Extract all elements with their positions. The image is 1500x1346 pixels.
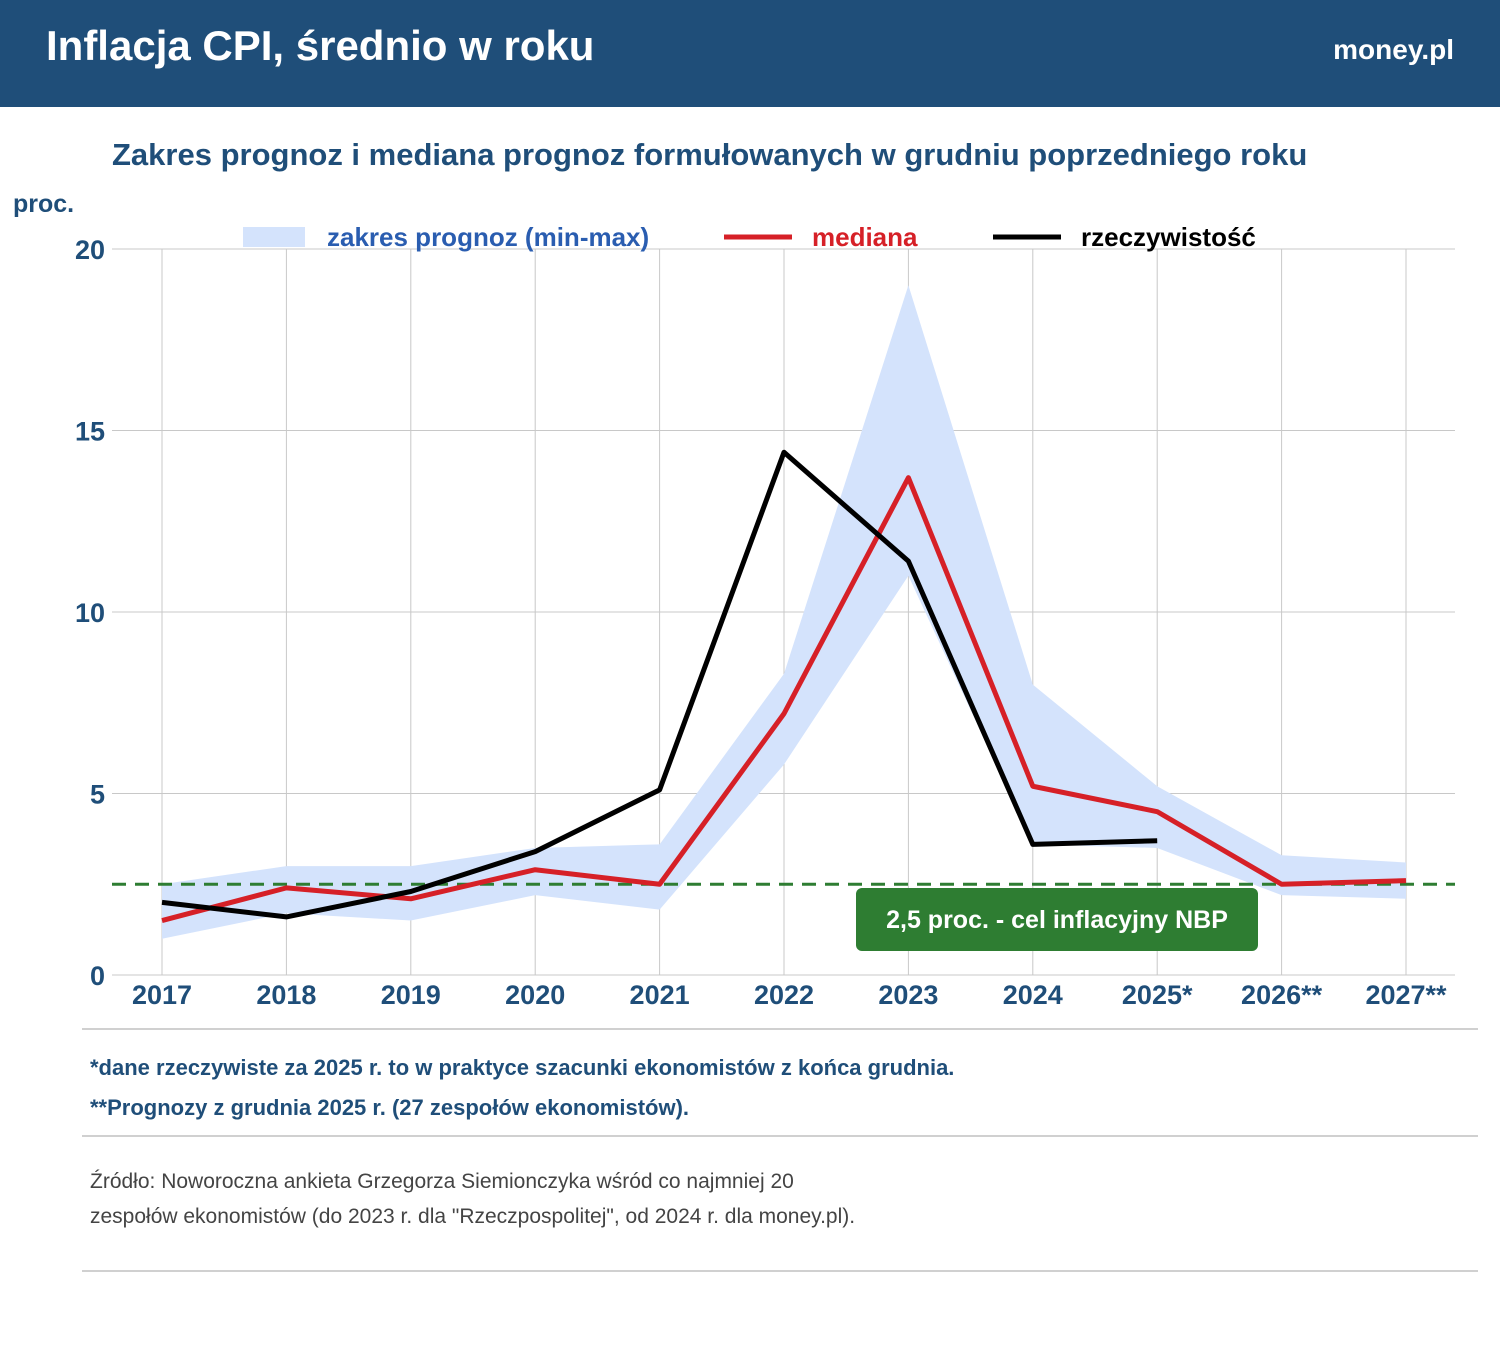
x-tick-label: 2022 <box>754 980 814 1010</box>
target-label: 2,5 proc. - cel inflacyjny NBP <box>886 906 1228 934</box>
source-text: Źródło: Noworoczna ankieta Grzegorza Sie… <box>90 1170 794 1193</box>
x-tick-label: 2018 <box>256 980 316 1010</box>
x-tick-label: 2027** <box>1365 980 1447 1010</box>
header: Inflacja CPI, średnio w roku money.pl <box>0 0 1500 107</box>
legend-label: rzeczywistość <box>1081 222 1256 252</box>
chart: 0 5 10 15 20 2017 2018 2019 2020 2021 2022 2023 2024… <box>13 190 1455 1010</box>
divider <box>82 1270 1478 1272</box>
brand-logo: money.pl <box>1333 34 1454 65</box>
x-tick-label: 2026** <box>1241 980 1323 1010</box>
y-tick-label: 10 <box>75 598 105 628</box>
y-tick-label: 0 <box>90 961 105 991</box>
chart-title: Zakres prognoz i mediana prognoz formuło… <box>112 137 1308 172</box>
y-axis-label: proc. <box>13 190 74 218</box>
legend-swatch-range <box>243 227 305 247</box>
footnote: *dane rzeczywiste za 2025 r. to w prakty… <box>90 1055 955 1080</box>
legend-label: mediana <box>812 222 918 252</box>
y-tick-label: 5 <box>90 780 105 810</box>
x-tick-label: 2023 <box>878 980 938 1010</box>
x-tick-label: 2021 <box>630 980 690 1010</box>
footnote: **Prognozy z grudnia 2025 r. (27 zespołó… <box>90 1095 690 1120</box>
divider <box>82 1028 1478 1030</box>
x-tick-label: 2024 <box>1003 980 1063 1010</box>
forecast-range-band <box>162 285 1406 939</box>
x-tick-label: 2025* <box>1122 980 1193 1010</box>
page-title: Inflacja CPI, średnio w roku <box>46 22 595 69</box>
target-label-box <box>856 888 1258 951</box>
x-tick-label: 2017 <box>132 980 192 1010</box>
y-tick-label: 20 <box>75 235 105 265</box>
source-text: zespołów ekonomistów (do 2023 r. dla "Rz… <box>90 1205 856 1228</box>
x-tick-label: 2019 <box>381 980 441 1010</box>
x-tick-label: 2020 <box>505 980 565 1010</box>
y-tick-label: 15 <box>75 417 105 447</box>
divider <box>82 1135 1478 1137</box>
legend-label: zakres prognoz (min-max) <box>327 222 649 252</box>
